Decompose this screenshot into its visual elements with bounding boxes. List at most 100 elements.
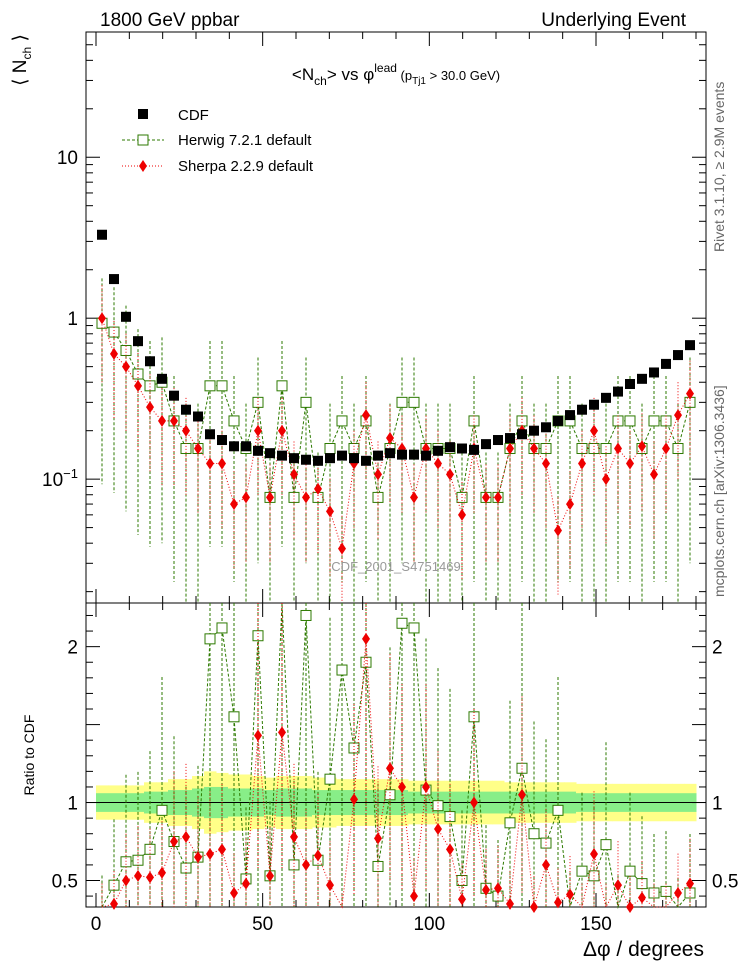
sherpa-ratio-point	[362, 632, 370, 645]
sherpa-point	[674, 409, 682, 422]
herwig-point	[276, 380, 288, 392]
cdf-point	[313, 455, 323, 466]
sherpa-point	[554, 524, 562, 537]
sherpa-ratio-point	[218, 843, 226, 856]
sherpa-point	[278, 424, 286, 437]
sherpa-point	[326, 505, 334, 518]
sherpa-point	[662, 442, 670, 455]
sherpa-point	[434, 457, 442, 470]
herwig-point	[516, 415, 528, 427]
x-tick-label: 50	[252, 914, 273, 935]
sherpa-ratio-point	[350, 793, 358, 806]
sherpa-ratio-point	[194, 851, 202, 864]
cdf-point	[169, 390, 179, 401]
sherpa-point	[602, 473, 610, 486]
sherpa-ratio-point	[206, 847, 214, 860]
herwig-point	[288, 491, 300, 503]
herwig-point	[408, 396, 420, 408]
sherpa-ratio-point	[422, 780, 430, 793]
sherpa-point	[458, 508, 466, 521]
cdf-point	[421, 450, 431, 461]
cdf-point	[241, 441, 251, 452]
sherpa-point	[194, 442, 202, 455]
ratio-y-tick-label-left: 2	[67, 638, 78, 659]
sherpa-ratio-point	[182, 830, 190, 843]
herwig-point	[336, 415, 348, 427]
herwig-point	[396, 396, 408, 408]
herwig-point	[216, 380, 228, 392]
herwig-ratio-point	[228, 711, 240, 723]
sherpa-ratio-point	[686, 877, 694, 890]
cdf-point	[217, 435, 227, 446]
sherpa-point	[134, 379, 142, 392]
cdf-point	[145, 356, 155, 367]
cdf-point	[361, 455, 371, 466]
herwig-point	[468, 415, 480, 427]
sherpa-point	[110, 347, 118, 360]
ratio-y-tick-label-right: 0.5	[712, 871, 738, 892]
ratio-y-tick-label-right: 2	[712, 638, 723, 659]
sherpa-line	[101, 318, 691, 549]
ratio-panel: 0.5 0.5 1 1 2 2 0 50 100 150	[52, 602, 738, 935]
cdf-point	[349, 453, 359, 464]
sherpa-ratio-point	[170, 835, 178, 848]
sherpa-ratio-point	[638, 891, 646, 904]
header-right: Underlying Event	[541, 10, 686, 31]
herwig-point	[300, 396, 312, 408]
sherpa-point	[338, 542, 346, 555]
herwig-ratio-point	[552, 804, 564, 816]
herwig-point	[612, 415, 624, 427]
sherpa-ratio-point	[134, 869, 142, 882]
main-y-tick-label: 10−1	[42, 466, 78, 491]
sherpa-ratio-point	[434, 823, 442, 836]
sherpa-point	[314, 482, 322, 495]
sherpa-ratio-point	[374, 832, 382, 845]
cdf-point	[409, 449, 419, 460]
sherpa-point	[386, 432, 394, 445]
cdf-point	[649, 367, 659, 378]
cdf-point	[469, 444, 479, 455]
legend: CDF Herwig 7.2.1 default Sherpa 2.2.9 de…	[122, 107, 314, 175]
herwig-ratio-point	[660, 885, 672, 897]
cdf-point	[289, 453, 299, 464]
sherpa-point	[482, 491, 490, 504]
herwig-line	[101, 322, 691, 498]
sherpa-point	[614, 442, 622, 455]
sherpa-point	[290, 468, 298, 481]
cdf-point	[577, 404, 587, 415]
cdf-point	[541, 422, 551, 433]
legend-marker-cdf	[138, 109, 148, 119]
ratio-y-tick-label-right: 1	[712, 794, 723, 815]
cdf-point	[397, 449, 407, 460]
main-y-axis-label: ⟨ Nch ⟩	[10, 34, 34, 86]
herwig-ratio-point	[576, 865, 588, 877]
sherpa-point	[506, 442, 514, 455]
sherpa-point	[578, 457, 586, 470]
sherpa-ratio-point	[494, 882, 502, 895]
cdf-point	[181, 404, 191, 415]
cdf-point	[325, 453, 335, 464]
cdf-point	[229, 441, 239, 452]
sherpa-ratio-point	[590, 847, 598, 860]
cdf-point	[553, 415, 563, 426]
sherpa-ratio-point	[254, 729, 262, 742]
herwig-point	[648, 415, 660, 427]
plot-title: <Nch> vs φlead (pTj1 > 30.0 GeV)	[292, 61, 500, 88]
sherpa-point	[374, 468, 382, 481]
sherpa-point	[158, 414, 166, 427]
herwig-point	[108, 326, 120, 338]
sherpa-point	[254, 424, 262, 437]
herwig-ratio-point	[108, 879, 120, 891]
main-y-tick-label: 1	[67, 309, 78, 330]
sherpa-point	[494, 491, 502, 504]
sherpa-ratio-point	[314, 849, 322, 862]
sherpa-ratio-point	[566, 888, 574, 901]
watermark: CDF_2001_S4751469	[331, 559, 460, 574]
x-axis-label: Δφ / degrees	[583, 938, 704, 961]
sherpa-ratio-point	[278, 726, 286, 739]
cdf-point	[337, 450, 347, 461]
sherpa-point	[206, 457, 214, 470]
legend-entry-sherpa: Sherpa 2.2.9 default	[178, 158, 314, 175]
herwig-point	[660, 415, 672, 427]
cdf-point	[685, 340, 695, 351]
